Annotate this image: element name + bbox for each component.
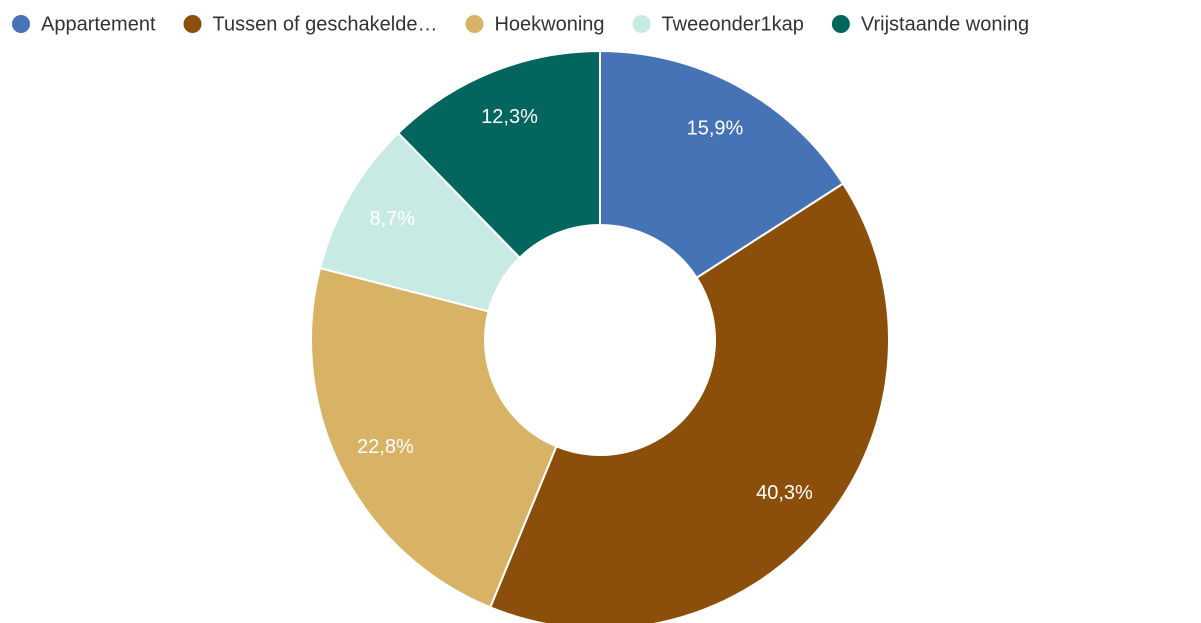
donut-slice xyxy=(396,49,601,260)
legend-text: Appartement xyxy=(41,13,156,35)
legend-marker xyxy=(465,15,484,33)
slice-label: 40,3% xyxy=(756,482,813,504)
slice-label: 12,3% xyxy=(481,106,538,128)
legend-marker xyxy=(632,15,651,33)
slice-label: 22,8% xyxy=(357,436,414,458)
legend-text: Tussen of geschakelde… xyxy=(213,13,438,35)
slice-label: 8,7% xyxy=(369,208,415,230)
donut-slice xyxy=(599,49,845,280)
donut-slice xyxy=(310,266,558,609)
legend-text: Tweeonder1kap xyxy=(662,13,804,35)
legend-text: Vrijstaande woning xyxy=(861,13,1029,35)
legend-marker xyxy=(12,15,30,33)
legend-text: Hoekwoning xyxy=(494,13,604,35)
slice-label: 15,9% xyxy=(687,118,744,140)
legend-marker xyxy=(183,15,202,33)
donut-slice xyxy=(488,182,890,623)
legend-marker xyxy=(831,15,850,33)
legend: Appartement Tussen of geschakelde… Hoekwon… xyxy=(12,13,1029,35)
